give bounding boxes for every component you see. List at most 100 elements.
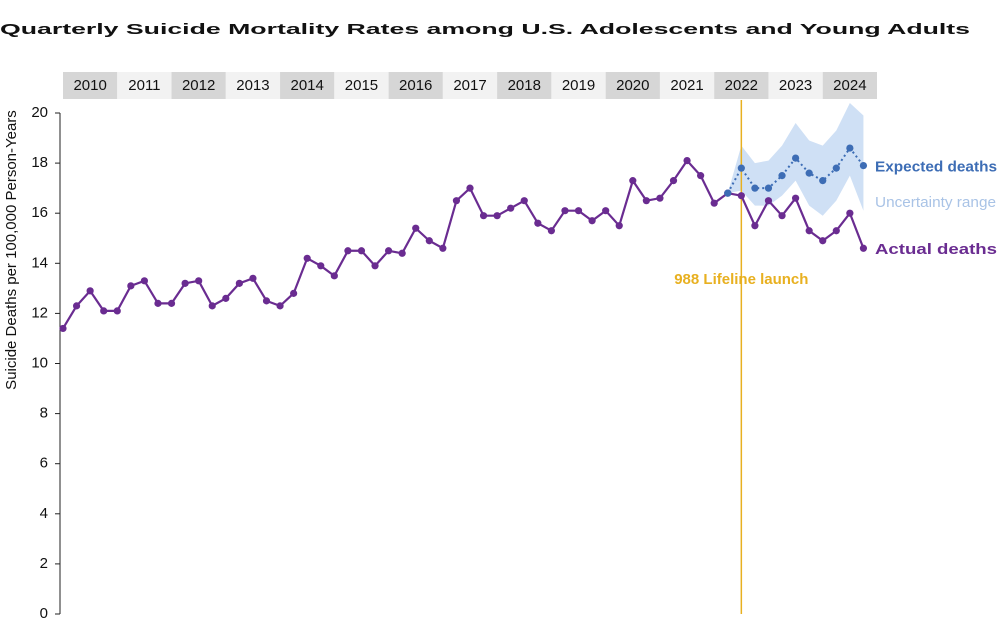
- data-point: [737, 164, 745, 172]
- year-label: 2010: [73, 77, 106, 94]
- data-point: [778, 212, 786, 220]
- y-tick-label: 18: [31, 154, 48, 171]
- data-point: [778, 172, 786, 180]
- y-tick-label: 16: [31, 204, 48, 221]
- data-point: [805, 227, 813, 235]
- data-point: [262, 297, 271, 305]
- y-tick-label: 0: [40, 605, 48, 622]
- data-point: [371, 262, 379, 270]
- data-point: [425, 237, 433, 245]
- year-label: 2012: [182, 77, 215, 94]
- y-tick-label: 10: [31, 354, 48, 371]
- data-point: [819, 237, 827, 245]
- year-band: [63, 72, 118, 99]
- year-band: [442, 72, 498, 99]
- data-point: [615, 222, 623, 230]
- data-point: [249, 274, 257, 282]
- year-band: [497, 72, 552, 99]
- year-band: [280, 72, 335, 99]
- y-tick-label: 8: [40, 405, 48, 422]
- data-point: [439, 244, 447, 252]
- year-label: 2013: [236, 77, 269, 94]
- data-point: [642, 197, 650, 205]
- year-band: [822, 72, 877, 99]
- year-label: 2020: [616, 77, 649, 94]
- data-point: [452, 197, 461, 205]
- data-point: [385, 247, 393, 255]
- data-point: [59, 324, 67, 333]
- data-point: [222, 294, 230, 302]
- data-point: [561, 207, 569, 215]
- data-point: [398, 249, 406, 257]
- data-point: [276, 302, 284, 310]
- data-point: [72, 302, 81, 310]
- data-point: [656, 194, 664, 202]
- series-label: Expected deaths: [875, 159, 997, 176]
- year-band: [714, 72, 769, 99]
- band-label: Uncertainty range: [875, 194, 996, 211]
- data-point: [412, 224, 420, 232]
- data-point: [805, 169, 813, 177]
- year-label: 2022: [725, 77, 758, 94]
- data-point: [832, 164, 840, 172]
- data-point: [507, 204, 515, 212]
- year-band: [388, 72, 443, 99]
- data-point: [574, 207, 583, 215]
- data-point: [588, 217, 596, 225]
- data-point: [764, 197, 773, 205]
- data-point: [819, 177, 827, 185]
- year-band: [171, 72, 226, 99]
- data-point: [547, 227, 556, 235]
- year-band: [659, 72, 715, 99]
- data-point: [344, 247, 352, 255]
- year-label: 2018: [508, 77, 541, 94]
- data-point: [669, 177, 678, 185]
- data-point: [86, 287, 94, 295]
- year-label: 2011: [128, 77, 160, 94]
- year-label: 2014: [291, 77, 324, 94]
- year-band: [551, 72, 606, 99]
- data-point: [792, 194, 800, 202]
- y-tick-label: 20: [31, 104, 48, 121]
- data-point: [303, 254, 311, 262]
- chart-title: Quarterly Suicide Mortality Rates among …: [0, 21, 970, 38]
- y-tick-label: 2: [40, 555, 48, 572]
- data-point: [602, 207, 610, 215]
- data-point: [710, 199, 718, 207]
- year-band: [605, 72, 660, 99]
- data-point: [357, 247, 366, 255]
- year-label: 2021: [670, 77, 703, 94]
- data-point: [140, 277, 148, 285]
- data-point: [846, 209, 854, 217]
- data-point: [764, 184, 773, 192]
- y-tick-label: 12: [31, 304, 48, 321]
- year-band: [225, 72, 281, 99]
- series-label: Actual deaths: [875, 241, 997, 258]
- y-axis-label: Suicide Deaths per 100,000 Person-Years: [3, 110, 20, 390]
- data-point: [330, 272, 338, 280]
- y-tick-label: 6: [40, 455, 48, 472]
- data-point: [167, 299, 176, 307]
- data-point: [195, 277, 203, 285]
- data-point: [724, 189, 732, 197]
- data-point: [127, 282, 135, 290]
- y-tick-label: 4: [40, 505, 48, 522]
- data-point: [317, 262, 325, 270]
- data-point: [629, 177, 637, 185]
- year-band: [334, 72, 389, 99]
- data-point: [737, 192, 745, 200]
- year-label: 2019: [562, 77, 595, 94]
- data-point: [697, 172, 705, 180]
- data-point: [534, 219, 542, 227]
- year-label: 2015: [345, 77, 378, 94]
- data-point: [181, 279, 189, 287]
- data-point: [751, 222, 759, 230]
- year-label: 2023: [779, 77, 812, 94]
- annotation-label: 988 Lifeline launch: [674, 271, 808, 288]
- data-point: [100, 307, 108, 315]
- data-point: [466, 184, 474, 192]
- y-tick-label: 14: [31, 254, 48, 271]
- data-point: [859, 162, 868, 170]
- year-label: 2024: [833, 77, 866, 94]
- data-point: [113, 307, 121, 315]
